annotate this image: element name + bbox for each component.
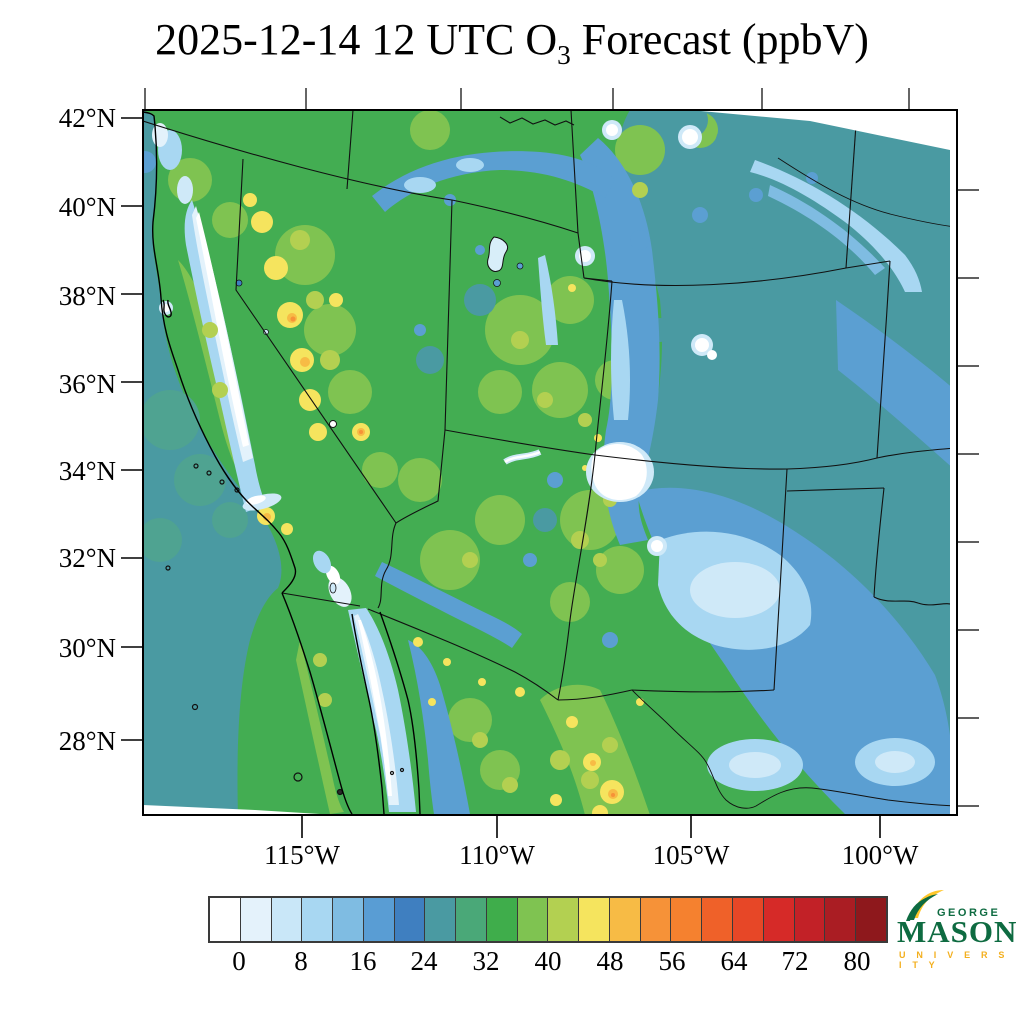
- blue-regions: [372, 138, 955, 814]
- colorbar-tick-label: 32: [472, 946, 500, 976]
- salton-sea: [329, 582, 337, 594]
- lat-axis-label-38n: 38°N: [58, 281, 116, 311]
- gmu-leaf-icon: [906, 890, 944, 921]
- colorbar-cell: [486, 898, 518, 941]
- coastline: [143, 111, 421, 815]
- logo-george-text: GEORGE: [937, 907, 1001, 919]
- orange-cores: [290, 316, 615, 797]
- colorbar-cell: [456, 898, 487, 941]
- colorbar-tick-label: 72: [781, 946, 809, 976]
- colorbar-tick-label: 80: [843, 946, 871, 976]
- lat-axis-label-42n: 42°N: [58, 103, 116, 133]
- right-ticks: [957, 189, 979, 807]
- green-landmass: [143, 110, 845, 815]
- axis-ticks: [121, 88, 979, 838]
- great-salt-lake: [487, 236, 508, 272]
- white-mountain-spots: [159, 120, 717, 556]
- lon-axis-label-115w: 115°W: [264, 840, 340, 870]
- colorbar-tick-label: 16: [349, 946, 377, 976]
- lat-axis-label-28n: 28°N: [58, 726, 116, 756]
- colorbar-cell: [702, 898, 734, 941]
- bottom-ticks: [301, 815, 881, 838]
- colorbar-cell: [425, 898, 457, 941]
- yellow-green-patches: [202, 182, 648, 793]
- colorbar-cell: [517, 898, 549, 941]
- colorbar-cell: [794, 898, 826, 941]
- colorbar-cell: [763, 898, 795, 941]
- colorbar-cell: [363, 898, 395, 941]
- sierra-nevada-band: [152, 123, 266, 512]
- colorbar-cell: [609, 898, 641, 941]
- lat-axis-label-34n: 34°N: [58, 456, 116, 486]
- colorbar-tick-label: 8: [294, 946, 308, 976]
- colorbar-tick-label: 24: [410, 946, 438, 976]
- coastal-blue-dab: [143, 151, 156, 173]
- lon-axis-label-105w: 105°W: [652, 840, 730, 870]
- title-subscript: 3: [557, 39, 571, 70]
- lat-axis-label-30n: 30°N: [58, 633, 116, 663]
- colorbar-tick-label: 64: [720, 946, 748, 976]
- map-frame: [142, 109, 958, 816]
- colorbar-tick-label: 48: [596, 946, 624, 976]
- colorbar-cell: [548, 898, 580, 941]
- lat-axis-label-36n: 36°N: [58, 369, 116, 399]
- yellow-patches: [243, 193, 644, 815]
- colorbar-cell: [240, 898, 272, 941]
- logo-university-text: U N I V E R S I T Y: [899, 950, 1009, 970]
- sf-bay: [162, 299, 172, 318]
- colorbar-cell: [210, 898, 241, 941]
- left-ticks: [121, 117, 143, 741]
- rivers: [631, 157, 956, 809]
- colorbar-cell: [271, 898, 303, 941]
- colorbar-cell: [333, 898, 364, 941]
- colorbar-cell: [640, 898, 672, 941]
- domain-edge-gaps: [143, 110, 957, 815]
- colorbar-tick-label: 56: [658, 946, 686, 976]
- colorbar-cell: [302, 898, 334, 941]
- lon-axis-label-110w: 110°W: [459, 840, 535, 870]
- bear-lake: [516, 262, 524, 270]
- lat-axis-label-40n: 40°N: [58, 192, 116, 222]
- page-title: 2025-12-14 12 UTC O3 Forecast (ppbV): [0, 14, 1024, 68]
- light-green-terrain: [168, 110, 718, 815]
- walker-lake: [329, 420, 337, 428]
- colorbar-cell: [671, 898, 703, 941]
- lon-axis-label-100w: 100°W: [841, 840, 919, 870]
- logo-mason-text: MASON: [897, 914, 1018, 949]
- map-fill-layers: [143, 110, 957, 815]
- rio-grande-river: [631, 689, 956, 809]
- colorbar-cell: [733, 898, 764, 941]
- lat-axis-label-32n: 32°N: [58, 543, 116, 573]
- state-borders: [143, 110, 956, 701]
- colorbar-cell: [825, 898, 857, 941]
- top-ticks: [144, 88, 910, 110]
- lakes: [235, 236, 524, 594]
- colorbar-cell: [394, 898, 426, 941]
- colorbar-tick-label: 0: [232, 946, 246, 976]
- colorbar-cell: [579, 898, 610, 941]
- colorbar-tick-label: 40: [534, 946, 562, 976]
- ocean-patches: [143, 390, 248, 562]
- title-suffix: Forecast (ppbV): [570, 15, 869, 64]
- colorbar: [208, 896, 888, 943]
- platte-river: [777, 157, 956, 228]
- gulf-of-california: [312, 550, 416, 812]
- colorbar-cell: [856, 898, 886, 941]
- utah-lake: [493, 279, 501, 287]
- gmu-logo: GEORGE MASON U N I V E R S I T Y: [892, 890, 1020, 970]
- title-prefix: 2025-12-14 12 UTC O: [155, 15, 558, 64]
